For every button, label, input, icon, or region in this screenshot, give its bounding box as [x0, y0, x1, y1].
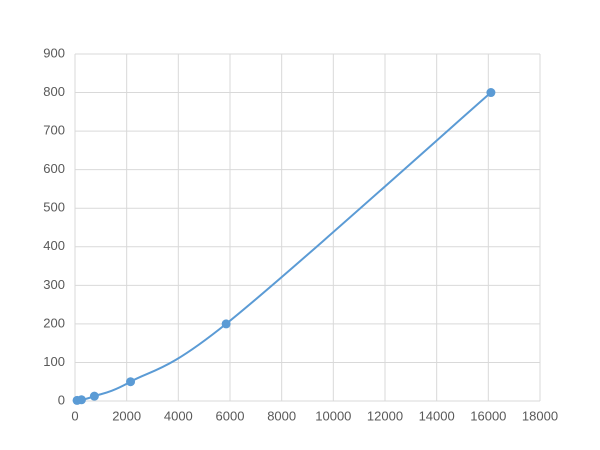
point	[221, 319, 231, 329]
x-tick-label: 4000	[164, 408, 193, 423]
y-tick-label: 300	[43, 277, 65, 292]
point	[486, 88, 496, 98]
x-tick-label: 10000	[315, 408, 351, 423]
y-tick-label: 200	[43, 315, 65, 330]
y-tick-label: 800	[43, 84, 65, 99]
point	[76, 395, 86, 405]
x-tick-label: 18000	[522, 408, 558, 423]
x-tick-label: 16000	[470, 408, 506, 423]
x-tick-label: 6000	[216, 408, 245, 423]
y-tick-label: 0	[58, 392, 65, 407]
x-tick-label: 2000	[112, 408, 141, 423]
y-tick-label: 900	[43, 45, 65, 60]
x-tick-label: 12000	[367, 408, 403, 423]
y-tick-label: 500	[43, 200, 65, 215]
x-tick-label: 8000	[267, 408, 296, 423]
y-tick-label: 100	[43, 354, 65, 369]
point	[126, 377, 136, 387]
y-tick-label: 700	[43, 123, 65, 138]
y-tick-label: 600	[43, 161, 65, 176]
point	[89, 391, 99, 401]
y-tick-label: 400	[43, 238, 65, 253]
x-tick-label: 0	[71, 408, 78, 423]
x-tick-label: 14000	[419, 408, 455, 423]
